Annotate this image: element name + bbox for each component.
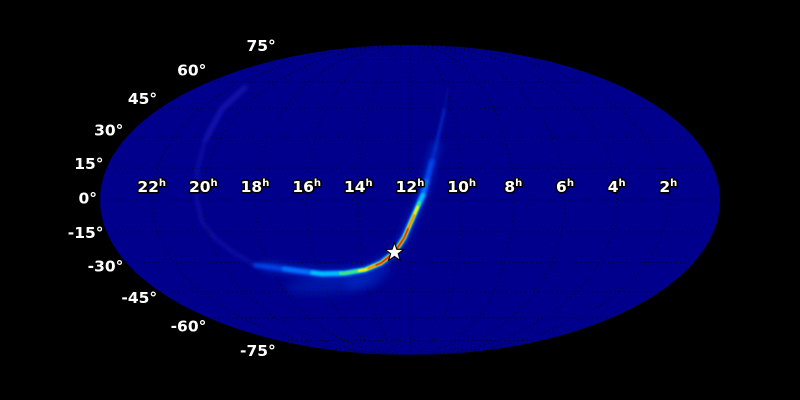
ra-tick-label: 16h	[292, 178, 321, 196]
ra-tick-labels: 22h 20h 18h 16h 14h 12h 10h 8h 6h 4h 2h	[136, 177, 679, 198]
ra-tick-label: 6h	[556, 178, 574, 196]
ra-tick-label: 12h	[396, 178, 425, 196]
ra-tick-label: 20h	[189, 178, 218, 196]
dec-tick-labels: 75° 60° 45° 30° 15° 0° -15° -30° -45° -60° -75°	[66, 36, 277, 362]
graticule	[100, 45, 720, 355]
ra-tick-label: 10h	[447, 178, 476, 196]
ra-tick-label: 4h	[608, 178, 626, 196]
dec-tick-label: 15°	[74, 155, 103, 173]
star-marker	[384, 241, 405, 262]
dec-tick-label: 75°	[246, 37, 275, 55]
ra-tick-label: 18h	[241, 178, 270, 196]
dec-tick-label: 30°	[94, 122, 123, 140]
ra-tick-label: 8h	[504, 178, 522, 196]
probability-band	[195, 84, 449, 294]
dec-tick-label: -45°	[121, 289, 157, 307]
ra-tick-label: 22h	[137, 178, 166, 196]
dec-tick-label: 0°	[78, 190, 97, 208]
ra-tick-label: 14h	[344, 178, 373, 196]
ra-tick-label: 2h	[659, 178, 677, 196]
dec-tick-label: -75°	[240, 342, 276, 360]
dec-tick-label: -15°	[68, 224, 104, 242]
dec-tick-label: -30°	[88, 257, 124, 275]
map-ellipse	[100, 45, 720, 355]
dec-tick-label: -60°	[171, 318, 207, 336]
dec-tick-label: 60°	[177, 61, 206, 79]
dec-tick-label: 45°	[128, 90, 157, 108]
